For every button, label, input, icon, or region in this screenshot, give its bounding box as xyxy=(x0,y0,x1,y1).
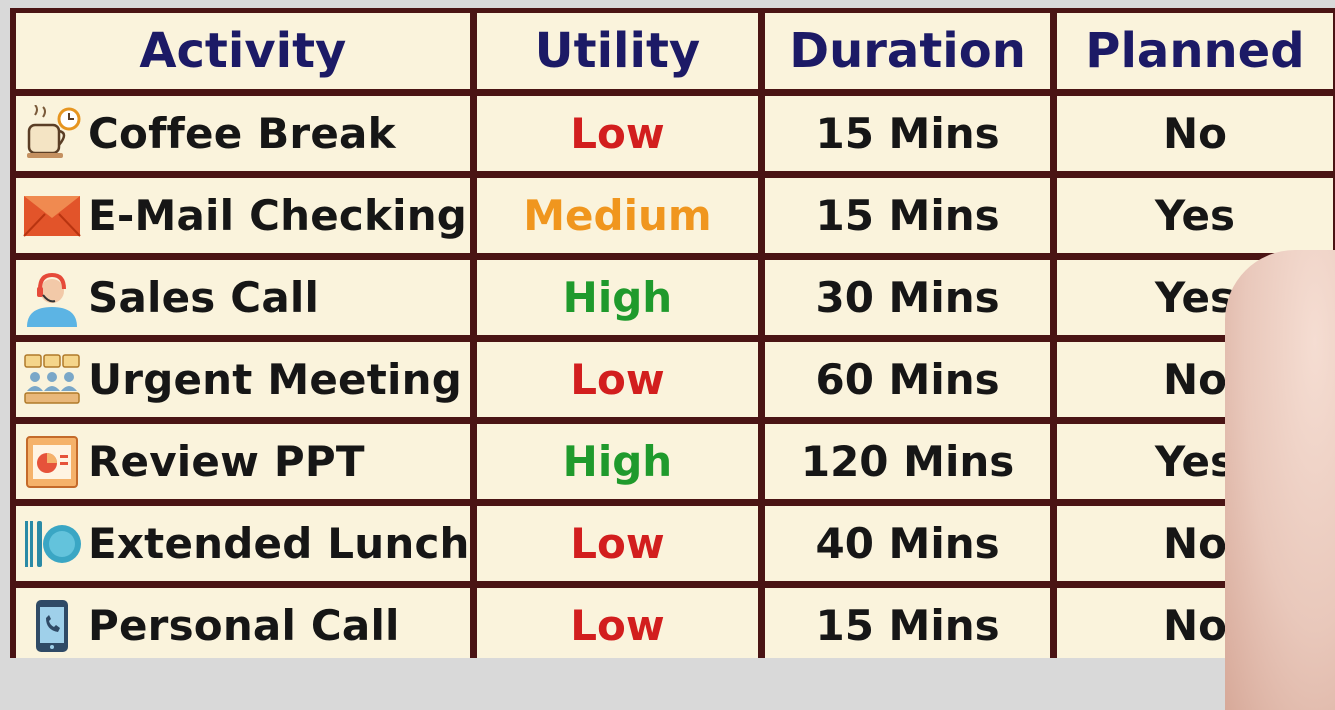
header-activity: Activity xyxy=(16,13,470,89)
table-row: Review PPT High 120 Mins Yes xyxy=(16,424,1333,499)
duration-cell: 60 Mins xyxy=(765,342,1050,417)
activity-label: E-Mail Checking xyxy=(88,191,468,240)
header-duration: Duration xyxy=(765,13,1050,89)
duration-cell: 15 Mins xyxy=(765,588,1050,658)
activity-label: Personal Call xyxy=(88,601,400,650)
table-row: Urgent Meeting Low 60 Mins No xyxy=(16,342,1333,417)
table-row: Extended Lunch Low 40 Mins No xyxy=(16,506,1333,581)
duration-cell: 30 Mins xyxy=(765,260,1050,335)
utility-cell: High xyxy=(476,260,759,335)
table-row: Sales Call High 30 Mins Yes xyxy=(16,260,1333,335)
table-row: Personal Call Low 15 Mins No xyxy=(16,588,1333,658)
plate-cutlery-icon xyxy=(22,514,82,574)
activity-cell: Urgent Meeting xyxy=(16,342,470,417)
table-row: Coffee Break Low 15 Mins No xyxy=(16,96,1333,171)
activity-cell: Personal Call xyxy=(16,588,470,658)
utility-cell: Low xyxy=(476,342,759,417)
activity-cell: Extended Lunch xyxy=(16,506,470,581)
activity-label: Extended Lunch xyxy=(88,519,470,568)
activity-cell: E-Mail Checking xyxy=(16,178,470,253)
utility-cell: Low xyxy=(476,96,759,171)
envelope-icon xyxy=(22,186,82,246)
planned-cell: No xyxy=(1056,96,1333,171)
header-row: Activity Utility Duration Planned xyxy=(16,13,1333,89)
activity-label: Urgent Meeting xyxy=(88,355,462,404)
utility-cell: Low xyxy=(476,588,759,658)
planned-cell: Yes xyxy=(1056,178,1333,253)
duration-cell: 120 Mins xyxy=(765,424,1050,499)
activity-table: Activity Utility Duration Planned xyxy=(10,8,1335,658)
activity-label: Sales Call xyxy=(88,273,320,322)
activity-cell: Review PPT xyxy=(16,424,470,499)
header-utility: Utility xyxy=(476,13,759,89)
smartphone-call-icon xyxy=(22,596,82,656)
presentation-icon xyxy=(22,432,82,492)
utility-cell: High xyxy=(476,424,759,499)
duration-cell: 15 Mins xyxy=(765,178,1050,253)
activity-label: Coffee Break xyxy=(88,109,396,158)
coffee-cup-icon xyxy=(22,104,82,164)
utility-cell: Medium xyxy=(476,178,759,253)
duration-cell: 15 Mins xyxy=(765,96,1050,171)
duration-cell: 40 Mins xyxy=(765,506,1050,581)
activity-label: Review PPT xyxy=(88,437,365,486)
table-row: E-Mail Checking Medium 15 Mins Yes xyxy=(16,178,1333,253)
activity-cell: Sales Call xyxy=(16,260,470,335)
presenter-silhouette xyxy=(1225,250,1335,710)
meeting-group-icon xyxy=(22,350,82,410)
activity-table-frame: Activity Utility Duration Planned xyxy=(10,8,1335,658)
utility-cell: Low xyxy=(476,506,759,581)
activity-cell: Coffee Break xyxy=(16,96,470,171)
header-planned: Planned xyxy=(1056,13,1333,89)
headset-agent-icon xyxy=(22,268,82,328)
